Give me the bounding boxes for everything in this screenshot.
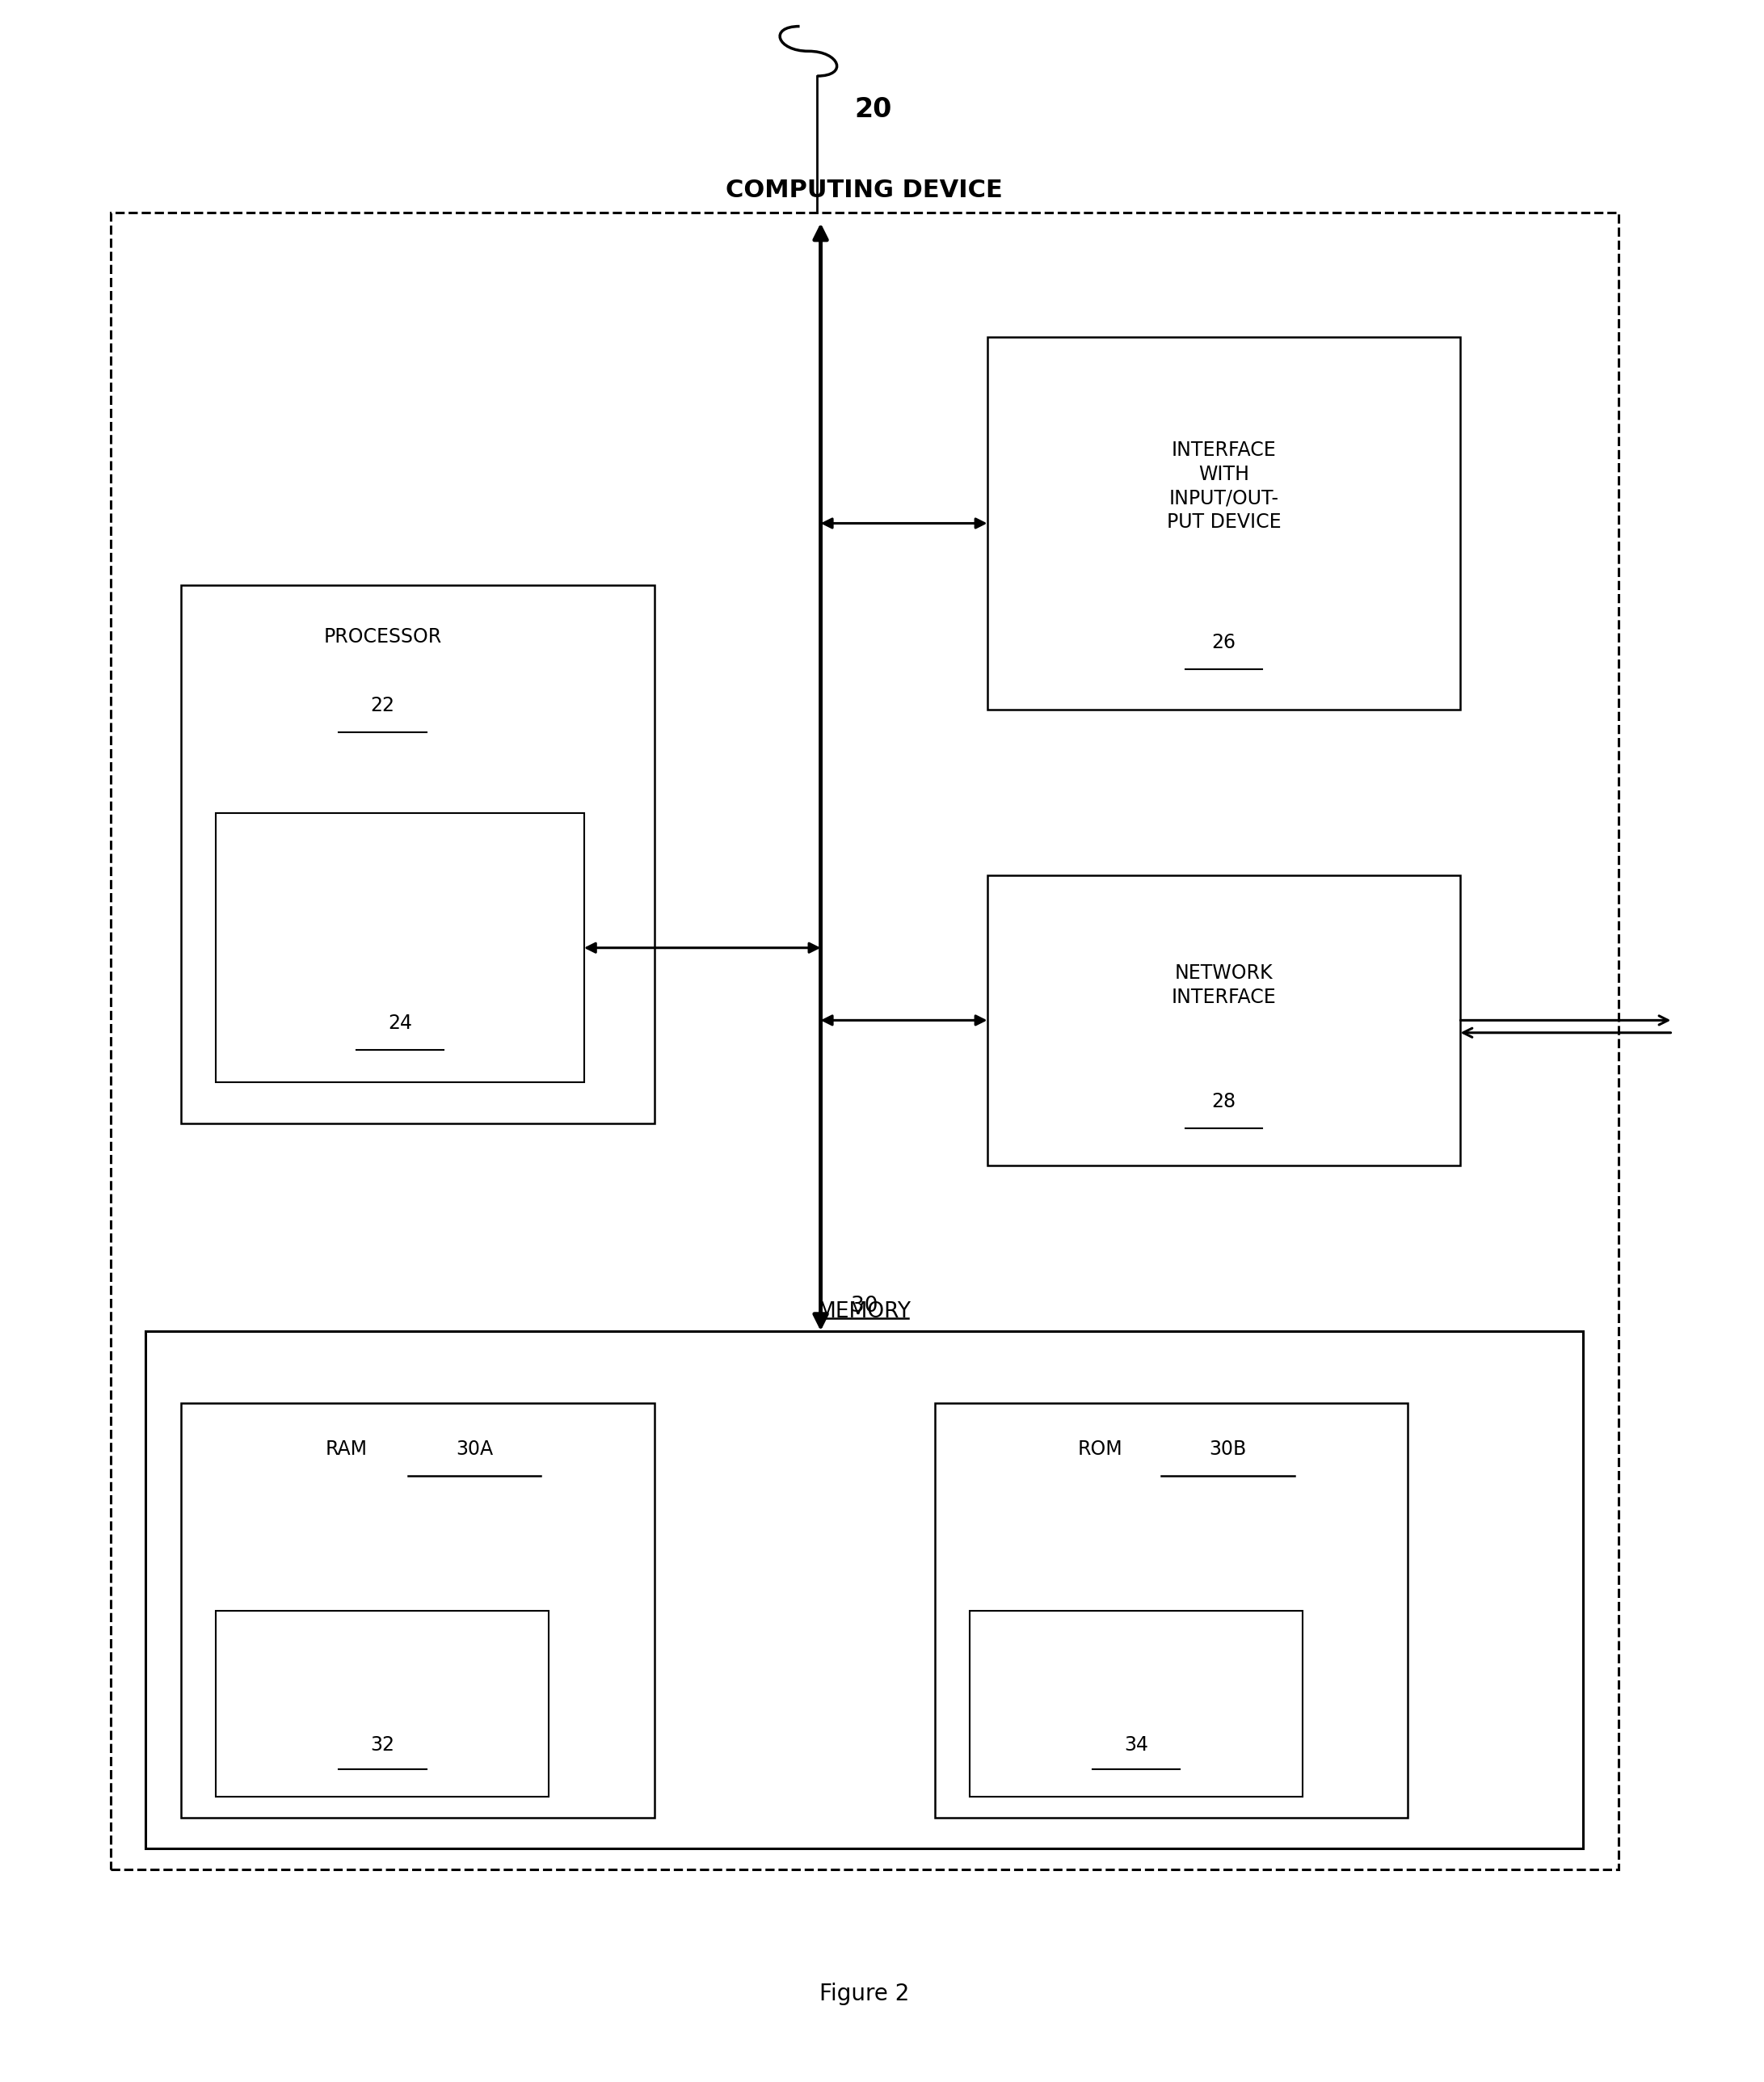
Text: NVRAM: NVRAM [348,1668,416,1686]
Text: 26: 26 [1212,633,1237,652]
FancyBboxPatch shape [111,212,1618,1870]
Text: 30B: 30B [1210,1439,1247,1459]
Text: ROM: ROM [1078,1439,1122,1459]
Text: DATA
MANAGER: DATA MANAGER [351,885,448,929]
Text: INTERFACE
WITH
INPUT/OUT-
PUT DEVICE: INTERFACE WITH INPUT/OUT- PUT DEVICE [1166,439,1281,531]
Text: 22: 22 [370,695,395,716]
Text: 30: 30 [850,1295,878,1316]
FancyBboxPatch shape [988,874,1461,1166]
Text: 30A: 30A [455,1439,492,1459]
FancyBboxPatch shape [182,1403,654,1818]
FancyBboxPatch shape [970,1611,1302,1797]
Text: NETWORK
INTERFACE: NETWORK INTERFACE [1171,964,1275,1008]
Text: Figure 2: Figure 2 [820,1982,910,2005]
FancyBboxPatch shape [182,585,654,1124]
Text: MEMORY: MEMORY [817,1301,912,1322]
Text: 28: 28 [1212,1091,1237,1112]
Text: 24: 24 [388,1014,413,1033]
Text: COMPUTING DEVICE: COMPUTING DEVICE [727,179,1004,202]
FancyBboxPatch shape [988,337,1461,710]
FancyBboxPatch shape [146,1330,1582,1849]
Text: FLASH: FLASH [1106,1668,1168,1686]
FancyBboxPatch shape [215,1611,549,1797]
Text: 34: 34 [1124,1734,1148,1755]
FancyBboxPatch shape [215,814,584,1083]
Text: PROCESSOR: PROCESSOR [323,627,441,648]
Text: 20: 20 [854,96,893,123]
Text: RAM: RAM [326,1439,367,1459]
FancyBboxPatch shape [935,1403,1408,1818]
Text: 32: 32 [370,1734,395,1755]
